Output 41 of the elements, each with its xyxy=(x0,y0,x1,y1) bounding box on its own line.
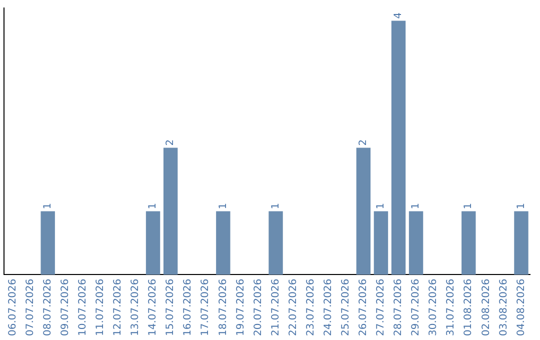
x-tick-label: 01.08.2026 xyxy=(463,278,474,336)
x-tick-label: 17.07.2026 xyxy=(200,278,212,336)
x-tick-label: 03.08.2026 xyxy=(498,278,510,336)
x-tick-label: 21.07.2026 xyxy=(270,278,282,336)
x-tick-label: 16.07.2026 xyxy=(182,278,194,336)
x-tick-label: 29.07.2026 xyxy=(410,278,422,336)
x-tick-label: 27.07.2026 xyxy=(376,278,387,336)
data-label: 1 xyxy=(270,202,282,210)
x-tick-label: 15.07.2026 xyxy=(165,278,176,336)
data-label: 1 xyxy=(148,202,159,210)
x-tick-label: 04.08.2026 xyxy=(516,278,527,336)
x-tick-label: 12.07.2026 xyxy=(112,278,124,336)
data-label: 2 xyxy=(358,139,370,146)
x-tick-label: 18.07.2026 xyxy=(218,278,229,336)
x-tick-label: 22.07.2026 xyxy=(288,278,299,336)
x-tick-label: 19.07.2026 xyxy=(235,278,246,336)
x-tick-label: 31.07.2026 xyxy=(446,278,457,336)
x-tick-label: 13.07.2026 xyxy=(130,278,142,336)
x-tick-label: 24.07.2026 xyxy=(322,278,334,336)
x-tick-label: 25.07.2026 xyxy=(340,278,352,336)
x-tick-label: 10.07.2026 xyxy=(77,278,88,336)
x-tick-label: 02.08.2026 xyxy=(480,278,492,336)
x-tick-label: 08.07.2026 xyxy=(42,278,54,336)
data-label: 1 xyxy=(516,202,527,210)
data-label: 1 xyxy=(42,202,54,210)
x-tick-label: 28.07.2026 xyxy=(393,278,404,336)
data-label: 2 xyxy=(165,139,176,146)
x-tick-label: 14.07.2026 xyxy=(148,278,159,336)
x-tick-label: 30.07.2026 xyxy=(428,278,440,336)
x-tick-label: 20.07.2026 xyxy=(252,278,264,336)
x-tick-label: 23.07.2026 xyxy=(305,278,316,336)
x-tick-label: 07.07.2026 xyxy=(24,278,36,336)
data-label: 1 xyxy=(218,202,229,210)
data-label: 1 xyxy=(463,202,474,210)
x-tick-label: 06.07.2026 xyxy=(7,278,18,336)
data-label: 1 xyxy=(376,202,387,210)
data-label: 4 xyxy=(393,12,404,19)
data-label: 1 xyxy=(410,202,422,210)
x-tick-label: 11.07.2026 xyxy=(95,278,106,336)
x-tick-label: 26.07.2026 xyxy=(358,278,370,336)
x-tick-label: 09.07.2026 xyxy=(60,278,71,336)
